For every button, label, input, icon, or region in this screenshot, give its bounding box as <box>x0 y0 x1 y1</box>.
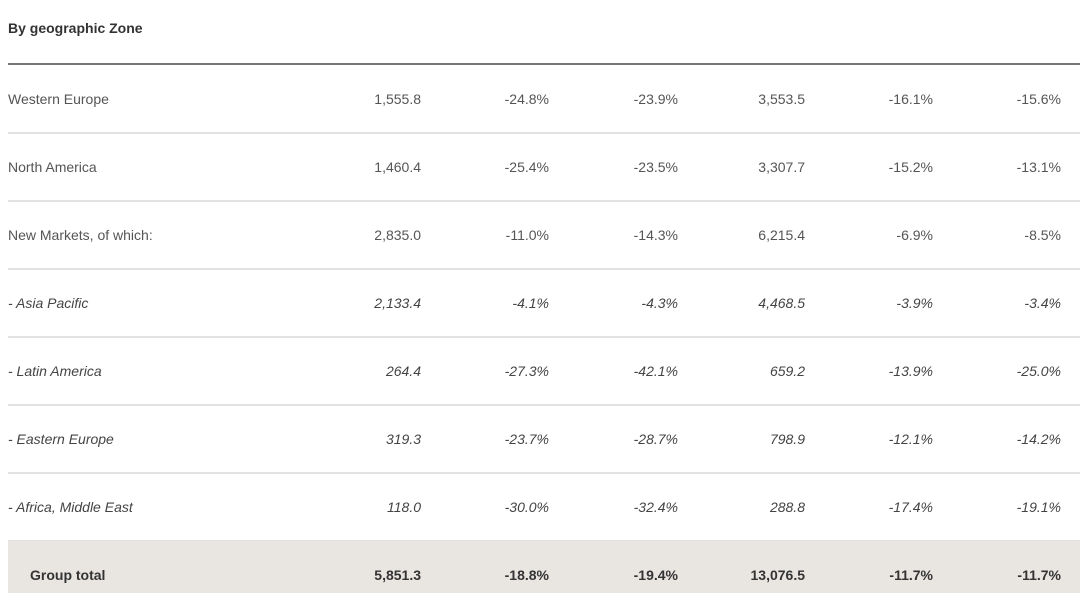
cell-value: 1,555.8 <box>374 90 421 107</box>
cell-value: 13,076.5 <box>750 567 806 583</box>
header-rule <box>8 63 1080 65</box>
cell-value: -4.1% <box>512 294 549 311</box>
cell-value: -42.1% <box>633 362 678 379</box>
cell-value: 6,215.4 <box>758 226 805 243</box>
cell-value: -11.0% <box>505 226 549 243</box>
cell-value: -15.2% <box>888 158 933 175</box>
table-row: - Latin America 264.4 -27.3% -42.1% 659.2 -13… <box>8 337 1080 406</box>
cell-value: -11.7% <box>1017 567 1061 583</box>
cell-value: 659.2 <box>769 362 805 379</box>
cell-value: -3.9% <box>896 294 933 311</box>
cell-value: -25.0% <box>1016 362 1061 379</box>
cell-value: 319.3 <box>385 430 421 447</box>
cell-value: 798.9 <box>769 430 805 447</box>
cell-value: -15.6% <box>1016 90 1061 107</box>
cell-value: -12.1% <box>888 430 933 447</box>
cell-value: -14.3% <box>633 226 678 243</box>
cell-value: -23.5% <box>633 158 678 175</box>
row-label: North America <box>8 158 97 175</box>
table-row: - Eastern Europe 319.3 -23.7% -28.7% 798.9 -1… <box>8 405 1080 474</box>
table-row: North America 1,460.4 -25.4% -23.5% 3,307.7 -… <box>8 133 1080 202</box>
table-row: Western Europe 1,555.8 -24.8% -23.9% 3,553.5… <box>8 65 1080 134</box>
cell-value: -11.7% <box>889 567 933 583</box>
row-label: - Latin America <box>8 362 102 379</box>
cell-value: -30.0% <box>504 498 549 515</box>
cell-value: -19.4% <box>633 567 678 583</box>
cell-value: -13.1% <box>1016 158 1061 175</box>
cell-value: -18.8% <box>504 567 549 583</box>
cell-value: -28.7% <box>633 430 678 447</box>
cell-value: -24.8% <box>504 90 549 107</box>
cell-value: -4.3% <box>641 294 678 311</box>
cell-value: 288.8 <box>769 498 805 515</box>
cell-value: -8.5% <box>1024 226 1061 243</box>
cell-value: 2,133.4 <box>374 294 421 311</box>
cell-value: 264.4 <box>385 362 421 379</box>
row-label: Group total <box>30 567 106 583</box>
table-row: - Africa, Middle East 118.0 -30.0% -32.4% 28… <box>8 473 1080 542</box>
cell-value: -27.3% <box>504 362 549 379</box>
row-label: - Africa, Middle East <box>8 498 133 515</box>
cell-value: 118.0 <box>387 498 421 515</box>
cell-value: -25.4% <box>504 158 549 175</box>
total-row: Group total 5,851.3 -18.8% -19.4% 13,076.5 -1… <box>8 541 1080 593</box>
cell-value: -14.2% <box>1016 430 1061 447</box>
cell-value: -6.9% <box>896 226 933 243</box>
section-title: By geographic Zone <box>8 20 143 36</box>
cell-value: 1,460.4 <box>374 158 421 175</box>
cell-value: -23.7% <box>504 430 549 447</box>
table-row: - Asia Pacific 2,133.4 -4.1% -4.3% 4,468.5 -3… <box>8 269 1080 338</box>
row-label: - Eastern Europe <box>8 430 114 447</box>
row-label: - Asia Pacific <box>8 294 89 311</box>
cell-value: 4,468.5 <box>758 294 805 311</box>
cell-value: -23.9% <box>633 90 678 107</box>
cell-value: 3,553.5 <box>758 90 805 107</box>
cell-value: -13.9% <box>888 362 933 379</box>
cell-value: 3,307.7 <box>758 158 805 175</box>
cell-value: 2,835.0 <box>374 226 421 243</box>
cell-value: -3.4% <box>1024 294 1061 311</box>
cell-value: -32.4% <box>633 498 678 515</box>
row-label: New Markets, of which: <box>8 226 153 243</box>
table-row: New Markets, of which: 2,835.0 -11.0% -14.3… <box>8 201 1080 270</box>
cell-value: -19.1% <box>1016 498 1061 515</box>
row-label: Western Europe <box>8 90 109 107</box>
cell-value: -16.1% <box>888 90 933 107</box>
cell-value: -17.4% <box>888 498 933 515</box>
cell-value: 5,851.3 <box>374 567 421 583</box>
